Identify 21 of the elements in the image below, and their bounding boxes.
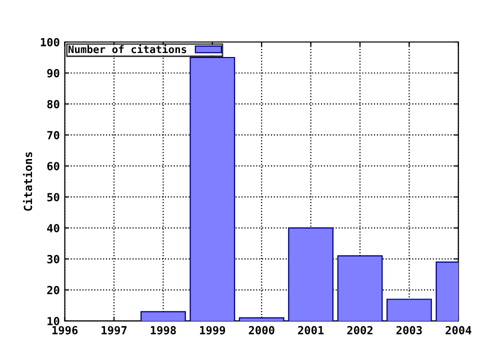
y-tick-label: 60 xyxy=(47,162,60,170)
x-tick-label: 2001 xyxy=(298,326,324,334)
x-tick-label: 2004 xyxy=(446,326,472,334)
y-tick-label: 20 xyxy=(47,286,60,294)
y-tick-label: 80 xyxy=(47,100,60,108)
x-tick-label: 1998 xyxy=(150,326,176,334)
y-tick-label: 70 xyxy=(47,130,60,140)
y-axis-title: Citations xyxy=(22,152,32,211)
x-tick-label: 1999 xyxy=(200,326,226,334)
legend-label: Number of citations xyxy=(68,44,186,54)
y-tick-label: 100 xyxy=(40,38,60,46)
y-tick-label: 50 xyxy=(47,192,60,202)
x-tick-label: 1997 xyxy=(102,326,127,334)
x-tick-label: 2002 xyxy=(347,326,372,334)
y-tick-label: 90 xyxy=(47,68,60,78)
x-tick-label: 2003 xyxy=(396,326,422,334)
x-tick-label: 1996 xyxy=(52,326,78,334)
y-tick-label: 10 xyxy=(48,316,60,326)
y-tick-label: 40 xyxy=(47,224,60,232)
x-tick-label: 2000 xyxy=(248,326,274,334)
y-tick-label: 30 xyxy=(47,254,60,264)
